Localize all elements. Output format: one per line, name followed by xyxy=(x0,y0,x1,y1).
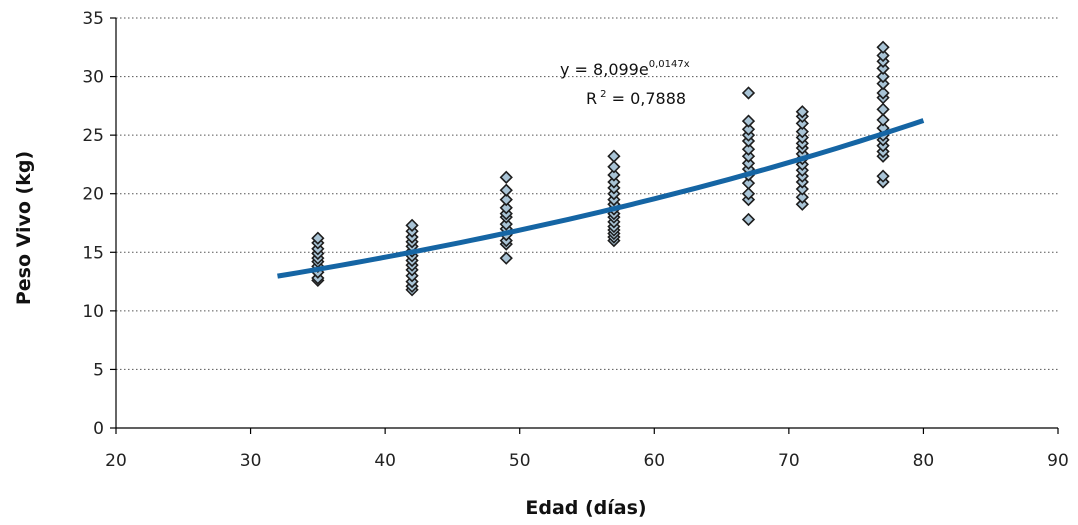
data-point xyxy=(499,201,513,215)
y-tick-label: 25 xyxy=(82,126,104,146)
data-point xyxy=(876,113,890,127)
data-point xyxy=(795,190,809,204)
x-tick-label: 90 xyxy=(1047,451,1069,471)
y-tick-label: 15 xyxy=(82,243,104,263)
x-axis-title: Edad (días) xyxy=(525,497,646,519)
data-point xyxy=(607,175,621,189)
y-tick-label: 5 xyxy=(93,360,104,380)
data-point xyxy=(311,231,325,245)
trendline xyxy=(277,118,925,279)
y-tick-label: 35 xyxy=(82,9,104,29)
y-tick-label: 20 xyxy=(82,185,104,205)
data-point xyxy=(795,116,809,131)
data-point xyxy=(795,124,809,139)
x-tick-label: 80 xyxy=(913,451,935,471)
y-tick-label: 0 xyxy=(93,419,104,439)
y-tick-label: 10 xyxy=(82,302,104,322)
data-point xyxy=(607,149,621,163)
axes: 0 5 10 15 20 25 30 35 20 30 40 50 60 70 80 90 xyxy=(82,9,1068,471)
data-point xyxy=(795,105,809,119)
x-tick-label: 60 xyxy=(643,451,665,471)
data-point xyxy=(741,122,756,136)
data-point xyxy=(741,149,756,163)
data-point xyxy=(876,169,890,183)
data-point xyxy=(741,86,756,100)
data-point xyxy=(741,187,756,201)
data-point xyxy=(876,69,890,84)
data-point xyxy=(741,142,756,156)
data-point xyxy=(499,183,513,197)
data-point xyxy=(876,76,890,91)
data-point xyxy=(741,176,756,190)
data-point xyxy=(795,182,809,196)
data-point xyxy=(876,102,890,117)
y-tick-label: 30 xyxy=(82,68,104,88)
data-point xyxy=(607,168,621,182)
x-tick-label: 70 xyxy=(778,451,800,471)
trendline-equation: y = 8,099e0,0147x xyxy=(560,59,690,79)
x-tick-label: 50 xyxy=(509,451,531,471)
trendline-layer xyxy=(277,118,925,279)
x-tick-label: 30 xyxy=(240,451,262,471)
x-tick-label: 40 xyxy=(374,451,396,471)
data-point xyxy=(795,197,809,211)
data-point xyxy=(876,40,890,54)
data-point xyxy=(499,251,513,265)
data-point xyxy=(876,48,890,63)
y-axis-title: Peso Vivo (kg) xyxy=(13,151,35,305)
data-point xyxy=(741,114,756,128)
data-points xyxy=(311,40,890,297)
data-point xyxy=(876,86,890,100)
data-point xyxy=(499,170,513,184)
plot-area xyxy=(116,18,1058,428)
data-point xyxy=(741,156,756,170)
data-point xyxy=(876,61,890,76)
data-point xyxy=(741,212,756,227)
data-point xyxy=(499,217,513,231)
x-tick-label: 20 xyxy=(105,451,127,471)
gridlines xyxy=(116,17,1058,428)
data-point xyxy=(499,192,513,207)
data-point xyxy=(405,218,419,232)
data-point xyxy=(607,160,621,174)
